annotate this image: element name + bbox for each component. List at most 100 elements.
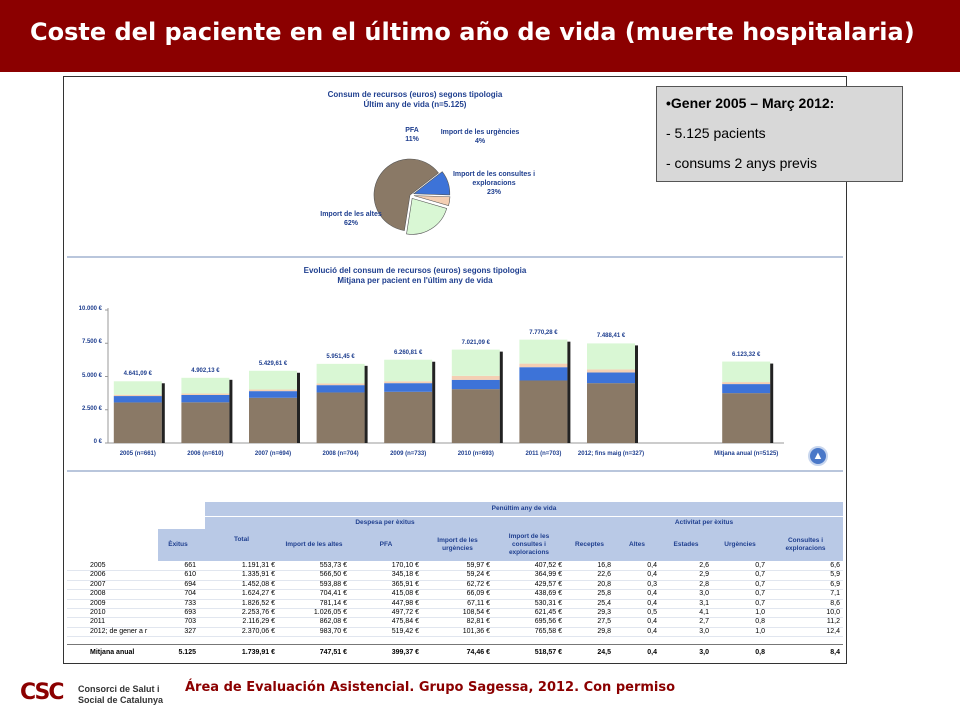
- table-row: 2.253,76 €: [241, 609, 275, 616]
- table-row-line: [67, 570, 843, 572]
- footer-credit: Área de Evaluación Asistencial. Grupo Sa…: [185, 680, 676, 695]
- table-row: 2008: [90, 590, 106, 598]
- bar-subtitle-line: Mitjana per pacient en l'últim any de vi…: [337, 276, 493, 285]
- bar-shadow-1: [229, 379, 233, 443]
- bar-chart-title: Evolució del consum de recursos (euros) …: [250, 266, 580, 286]
- table-header-bg: [205, 502, 843, 516]
- table-row: 62,72 €: [466, 580, 490, 588]
- table-row: 694: [184, 580, 196, 588]
- table-row: 25,8: [597, 590, 611, 598]
- bar-segment-3-3: [316, 363, 365, 384]
- table-row: 983,70 €: [319, 627, 347, 635]
- table-column-header: Import de les consultes i exploracions: [508, 533, 550, 556]
- bar-segment-4-1: [384, 383, 433, 392]
- table-row: 2,7: [699, 618, 709, 626]
- table-row: 10,0: [826, 609, 840, 616]
- table-row: 345,18 €: [391, 571, 419, 579]
- bar-shadow-8: [770, 363, 774, 443]
- table-row: 6,9: [830, 580, 840, 588]
- pie-slice-3: [406, 197, 448, 235]
- table-summary-row: Mitjana anual: [90, 649, 135, 656]
- table-column-header: Consultes i exploracions: [785, 537, 826, 552]
- pie-label-pfa: PFA 11%: [394, 126, 430, 144]
- table-row: 25,4: [597, 599, 611, 607]
- pie-label-urgencies-name: Import de les urgències: [440, 129, 520, 136]
- y-tick-label: 10.000 €: [78, 306, 102, 312]
- table-row: 16,8: [597, 562, 611, 569]
- logo-mark: CSC: [20, 680, 65, 705]
- separator-line-bottom: [67, 470, 843, 472]
- bar-shadow-4: [432, 361, 436, 443]
- table-summary-row: 747,51 €: [319, 649, 347, 656]
- bar-segment-2-1: [249, 391, 297, 398]
- table-row: 2009: [90, 599, 106, 607]
- table-row: 2.116,29 €: [242, 618, 275, 626]
- table-row-line: [67, 598, 843, 600]
- info-line-period: •Gener 2005 – Març 2012:: [666, 95, 835, 111]
- table-summary-row: 74,46 €: [466, 649, 490, 656]
- table-row: 530,31 €: [534, 599, 562, 607]
- pie-label-urgencies: Import de les urgències 4%: [430, 128, 530, 146]
- scroll-up-button[interactable]: ▲: [808, 446, 828, 466]
- table-row: 1,0: [755, 609, 765, 616]
- bar-segment-0-1: [113, 396, 162, 403]
- table-row: 566,50 €: [319, 571, 347, 579]
- table-row: 693: [184, 609, 196, 616]
- bar-segment-1-3: [181, 377, 230, 394]
- table-row: 593,88 €: [319, 580, 347, 588]
- bar-segment-8-0: [722, 393, 771, 443]
- table-row: 703: [184, 618, 196, 626]
- bar-segment-0-0: [113, 402, 162, 443]
- table-row: 0,3: [647, 580, 657, 588]
- table-row: 447,98 €: [391, 599, 419, 607]
- table-column-header: Receptes: [575, 541, 604, 548]
- page-title: Coste del paciente en el último año de v…: [30, 18, 915, 46]
- logo-line-1: Consorci de Salut i: [78, 684, 160, 694]
- table-summary-row: 518,57 €: [534, 649, 562, 656]
- table-header-bg: [158, 529, 198, 561]
- pie-label-consultes: Import de les consultes i exploracions 2…: [446, 170, 542, 197]
- table-row: 82,81 €: [466, 618, 490, 626]
- bar-segment-2-2: [249, 389, 297, 392]
- table-row: 2,9: [699, 571, 709, 579]
- table-row: 11,2: [826, 618, 840, 626]
- table-summary-row: 399,37 €: [391, 649, 419, 656]
- pie-slice-0: [373, 158, 439, 231]
- bar-segment-8-3: [722, 361, 771, 383]
- table-row: 59,97 €: [466, 562, 490, 569]
- table-row: 327: [184, 627, 196, 635]
- table-row: 5,9: [830, 571, 840, 579]
- table-row: 475,84 €: [391, 618, 419, 626]
- table-row: 3,0: [699, 590, 709, 598]
- table-row: 1,0: [755, 627, 765, 635]
- x-tick-label: Mitjana anual (n=5125): [714, 451, 779, 457]
- bar-shadow-5: [499, 351, 503, 443]
- bar-segment-3-2: [316, 383, 365, 386]
- table-row-line: [67, 608, 843, 609]
- table-title: Penúltim any de vida: [491, 505, 557, 512]
- table-row: 704: [184, 590, 196, 598]
- bar-total-label: 4.641,09 €: [123, 371, 152, 378]
- table-row: 2012; de gener a r: [90, 627, 148, 635]
- table-row: 12,4: [826, 627, 840, 635]
- table-summary-row: 3,0: [699, 649, 709, 656]
- bar-title-line: Evolució del consum de recursos (euros) …: [303, 266, 527, 275]
- table-row: 0,7: [755, 599, 765, 607]
- table-row: 6,6: [830, 562, 840, 569]
- bar-segment-7-1: [587, 372, 635, 384]
- x-tick-label: 2005 (n=661): [119, 451, 156, 457]
- table-row-line: [67, 579, 843, 581]
- table-column-header: Urgències: [724, 541, 756, 548]
- bar-segment-4-3: [384, 359, 433, 382]
- table-row: 1.191,31 €: [241, 562, 275, 569]
- table-row: 781,14 €: [319, 599, 347, 607]
- bar-segment-4-2: [384, 381, 433, 384]
- table-row: 2006: [90, 571, 106, 579]
- table-row: 497,72 €: [391, 609, 419, 616]
- pie-label-urgencies-value: 4%: [474, 138, 486, 145]
- table-row: 2005: [90, 562, 106, 569]
- table-row: 4,1: [699, 609, 709, 616]
- bar-total-label: 7.770,28 €: [529, 329, 558, 336]
- table-row: 67,11 €: [467, 599, 490, 607]
- y-tick-label: 5.000 €: [81, 372, 102, 379]
